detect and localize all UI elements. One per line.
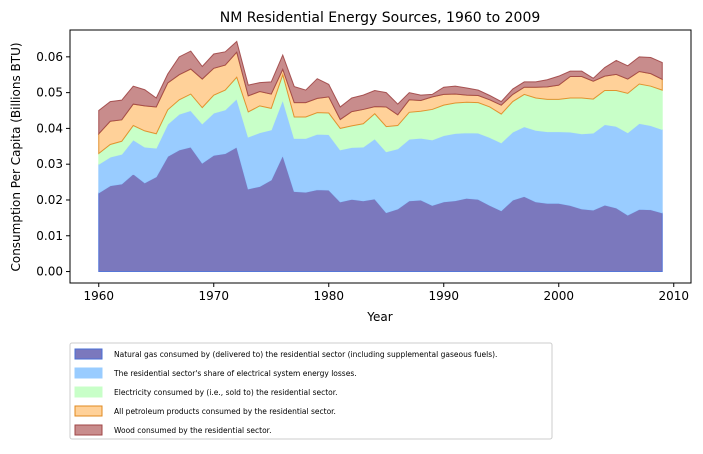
- area-series-5: [98, 40, 663, 136]
- y-axis-label: Consumption Per Capita (Billions BTU): [9, 42, 23, 271]
- legend-frame: [69, 342, 553, 440]
- legend-swatch: [74, 405, 103, 417]
- x-tick-label: 2010: [658, 289, 689, 303]
- legend-label: All petroleum products consumed by the r…: [114, 407, 336, 416]
- x-tick-label: 1970: [198, 289, 229, 303]
- legend-swatch: [74, 348, 103, 360]
- y-tick-label: 0.03: [36, 157, 63, 171]
- legend-label: Natural gas consumed by (delivered to) t…: [114, 350, 497, 359]
- x-tick-label: 1980: [313, 289, 344, 303]
- x-tick-label: 1990: [428, 289, 459, 303]
- y-tick-label: 0.04: [36, 121, 63, 135]
- legend-swatch: [74, 367, 103, 379]
- y-tick-label: 0.02: [36, 193, 63, 207]
- chart-title: NM Residential Energy Sources, 1960 to 2…: [220, 10, 541, 26]
- legend: Natural gas consumed by (delivered to) t…: [69, 342, 553, 440]
- plot-frame: [69, 29, 692, 284]
- x-axis-label: Year: [366, 310, 392, 324]
- legend-label: Electricity consumed by (i.e., sold to) …: [114, 388, 338, 397]
- x-tick-label: 2000: [543, 289, 574, 303]
- y-tick-label: 0.01: [36, 229, 63, 243]
- legend-swatch: [74, 386, 103, 398]
- x-tick-label: 1960: [83, 289, 114, 303]
- legend-label: The residential sector's share of electr…: [113, 369, 357, 378]
- axes-layer: 1960 1970 1980 1990 2000 2010 0.00 0.01 0.02 0.03…: [36, 29, 692, 303]
- y-tick-label: 0.05: [36, 86, 63, 100]
- y-tick-label: 0.06: [36, 50, 63, 64]
- legend-label: Wood consumed by the residential sector.: [114, 426, 271, 435]
- areas-layer: [98, 40, 663, 273]
- legend-swatch: [74, 424, 103, 436]
- y-tick-label: 0.00: [36, 265, 63, 279]
